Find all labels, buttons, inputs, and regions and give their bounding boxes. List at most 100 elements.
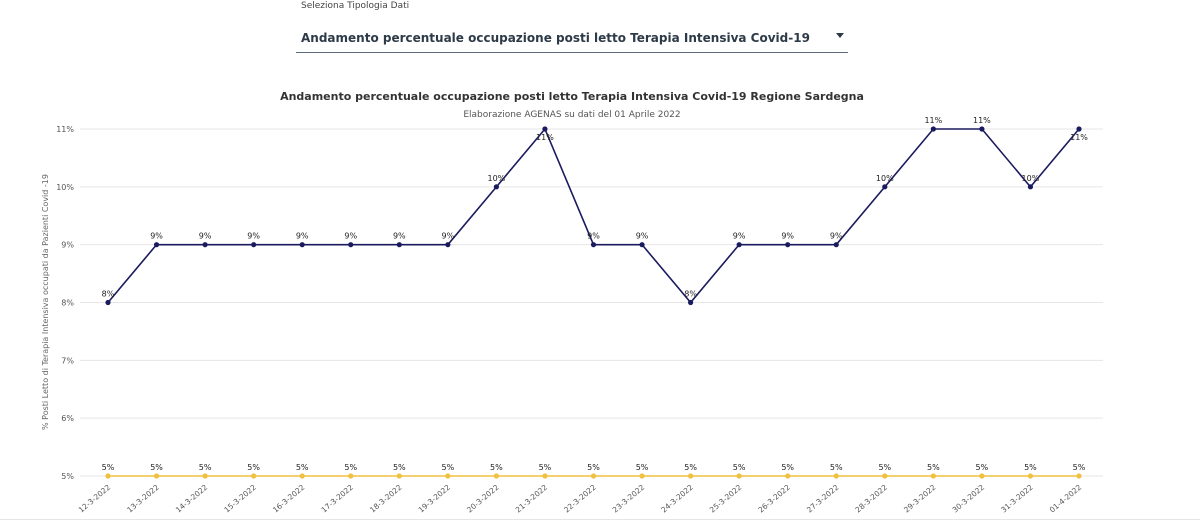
data-point[interactable]: [882, 473, 888, 479]
data-point[interactable]: [979, 126, 985, 132]
data-point[interactable]: [493, 473, 499, 479]
data-point[interactable]: [251, 242, 257, 248]
data-point[interactable]: [688, 473, 694, 479]
y-axis-ticks: 5% 6% 7% 8% 9% 10% 11%: [56, 125, 74, 481]
data-point[interactable]: [736, 242, 742, 248]
data-label: 9%: [393, 232, 406, 241]
data-label: 9%: [830, 232, 843, 241]
x-tick-label: 19-3-2022: [417, 482, 453, 514]
data-label: 5%: [247, 463, 260, 472]
x-tick-label: 22-3-2022: [562, 482, 598, 514]
data-label: 10%: [1022, 174, 1040, 183]
data-point[interactable]: [785, 242, 791, 248]
data-point[interactable]: [1076, 126, 1082, 132]
data-label: 5%: [344, 463, 357, 472]
series-line: [107, 127, 1080, 304]
data-label: 8%: [684, 290, 697, 299]
data-type-select-value: Andamento percentuale occupazione posti …: [301, 31, 810, 45]
x-tick-label: 24-3-2022: [659, 482, 695, 514]
data-label: 9%: [441, 232, 454, 241]
data-point[interactable]: [1076, 473, 1082, 479]
data-label: 5%: [150, 463, 163, 472]
data-label: 11%: [973, 116, 991, 125]
data-point[interactable]: [542, 473, 548, 479]
data-label: 5%: [102, 463, 115, 472]
data-point[interactable]: [542, 126, 548, 132]
chart-title: Andamento percentuale occupazione posti …: [280, 90, 864, 103]
x-tick-label: 20-3-2022: [465, 482, 501, 514]
y-axis-label: % Posti Letto di Terapia Intensiva occup…: [41, 174, 50, 430]
data-point[interactable]: [348, 473, 354, 479]
data-point[interactable]: [930, 126, 936, 132]
data-point[interactable]: [202, 473, 208, 479]
data-type-select[interactable]: Andamento percentuale occupazione posti …: [296, 22, 848, 53]
data-label: 5%: [781, 463, 794, 472]
data-point[interactable]: [445, 473, 451, 479]
data-label: 5%: [199, 463, 212, 472]
data-point[interactable]: [396, 242, 402, 248]
data-label: 9%: [587, 232, 600, 241]
data-point[interactable]: [348, 242, 354, 248]
x-tick-label: 21-3-2022: [514, 482, 550, 514]
data-point[interactable]: [445, 242, 451, 248]
data-label: 9%: [247, 232, 260, 241]
data-type-select-label: Seleziona Tipologia Dati: [301, 1, 410, 11]
y-tick-label: 11%: [56, 125, 74, 134]
data-label: 10%: [876, 174, 894, 183]
data-point[interactable]: [105, 473, 111, 479]
data-label: 9%: [636, 232, 649, 241]
data-point[interactable]: [590, 242, 597, 248]
data-label: 11%: [1070, 133, 1088, 142]
grid-lines: [80, 128, 1103, 477]
data-label: 5%: [684, 463, 697, 472]
data-point[interactable]: [1027, 473, 1034, 479]
data-point[interactable]: [882, 184, 888, 190]
data-label: 10%: [488, 174, 506, 183]
data-label: 5%: [393, 463, 406, 472]
data-point[interactable]: [1027, 184, 1034, 190]
data-point[interactable]: [785, 473, 791, 479]
data-point[interactable]: [930, 473, 936, 479]
chevron-down-icon: [836, 33, 844, 38]
data-point[interactable]: [299, 473, 305, 479]
data-point[interactable]: [299, 242, 305, 248]
chart-subtitle: Elaborazione AGENAS su dati del 01 April…: [463, 110, 680, 120]
data-point[interactable]: [251, 473, 257, 479]
data-label: 5%: [927, 463, 940, 472]
data-point[interactable]: [833, 473, 839, 479]
data-point[interactable]: [105, 299, 111, 306]
data-point[interactable]: [736, 473, 742, 479]
x-tick-label: 25-3-2022: [708, 482, 744, 514]
x-tick-label: 17-3-2022: [320, 482, 356, 514]
data-point[interactable]: [639, 242, 645, 248]
x-tick-label: 28-3-2022: [854, 482, 890, 514]
y-tick-label: 8%: [61, 299, 74, 308]
x-tick-label: 29-3-2022: [902, 482, 938, 514]
data-point[interactable]: [688, 299, 694, 306]
data-label: 5%: [587, 463, 600, 472]
y-tick-label: 9%: [61, 241, 74, 250]
data-label: 11%: [536, 133, 554, 142]
x-tick-label: 30-3-2022: [951, 482, 987, 514]
data-point[interactable]: [202, 242, 208, 248]
x-tick-label: 18-3-2022: [368, 482, 404, 514]
data-point[interactable]: [979, 473, 985, 479]
bottom-divider: [0, 519, 1200, 520]
data-label: 5%: [733, 463, 746, 472]
data-point[interactable]: [590, 473, 597, 479]
data-label: 5%: [490, 463, 503, 472]
data-point[interactable]: [493, 184, 499, 190]
data-label: 9%: [781, 232, 794, 241]
data-label: 5%: [878, 463, 891, 472]
data-point[interactable]: [396, 473, 402, 479]
data-point[interactable]: [153, 473, 160, 479]
data-label: 9%: [296, 232, 309, 241]
data-point[interactable]: [833, 242, 839, 248]
data-point[interactable]: [153, 242, 160, 248]
x-tick-label: 12-3-2022: [77, 482, 113, 514]
series-group: 5% 5% 5% 5% 5% 5% 5% 5% 5% 5% 5% 5% 5% 5% 5% 5% 5% 5% 5% 5%…: [102, 116, 1088, 479]
x-tick-label: 13-3-2022: [125, 482, 161, 514]
data-label: 5%: [1024, 463, 1037, 472]
data-point[interactable]: [639, 473, 645, 479]
